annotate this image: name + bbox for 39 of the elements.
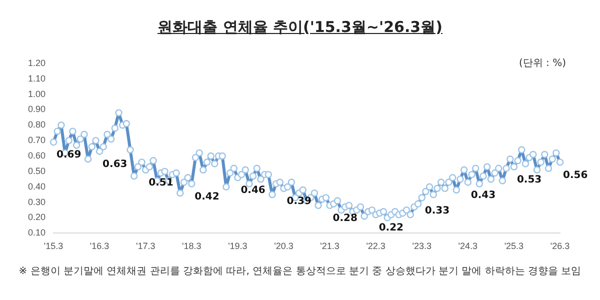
y-tick-label: 0.70 [28,135,46,146]
data-label: 0.46 [240,185,266,196]
x-tick-label: '20.3 [274,241,294,252]
y-tick-label: 0.30 [28,196,46,207]
data-label: 0.22 [378,222,404,234]
y-tick-label: 0.50 [28,166,46,176]
x-tick-label: '21.3 [320,241,340,252]
y-tick-label: 0.90 [28,104,46,114]
data-label: 0.63 [102,158,128,170]
y-tick-label: 0.10 [28,228,46,238]
x-tick-label: '18.3 [182,241,202,252]
y-tick-label: 1.00 [28,88,46,99]
y-tick-label: 0.60 [28,150,46,161]
data-label: 0.53 [516,174,542,186]
x-tick-label: '26.3 [550,241,570,252]
chart-title: 원화대출 연체율 추이('15.3월~'26.3월) [158,18,442,36]
data-label: 0.42 [194,191,220,202]
y-tick-label: 0.80 [28,120,46,130]
x-tick-label: '17.3 [136,241,156,252]
x-tick-label: '16.3 [90,241,110,252]
annotation: (단위 : %) [518,57,566,70]
x-tick-label: '15.3 [44,241,64,252]
data-label: 0.43 [470,190,496,201]
data-label: 0.51 [148,178,174,189]
x-tick-label: '23.3 [412,241,432,252]
x-tick-label: '25.3 [504,241,524,252]
x-tick-label: '22.3 [366,241,386,252]
data-label: 0.39 [286,196,312,208]
x-tick-label: '19.3 [228,241,248,252]
data-label: 0.28 [332,213,358,224]
y-tick-label: 1.20 [28,58,46,68]
x-tick-label: '24.3 [458,241,478,252]
data-label: 0.33 [424,205,450,216]
data-label: 0.69 [56,150,82,161]
data-label: 0.56 [563,170,588,181]
y-tick-label: 0.20 [28,212,46,222]
text: ※ 은행이 분기말에 연체채권 관리를 강화함에 따라, 연체율은 통상적으로 분기 중 상승했다가 분기 말에 하락하는 경향을 보임 [18,265,582,278]
y-tick-label: 0.40 [28,181,46,192]
y-tick-label: 1.10 [28,73,46,84]
